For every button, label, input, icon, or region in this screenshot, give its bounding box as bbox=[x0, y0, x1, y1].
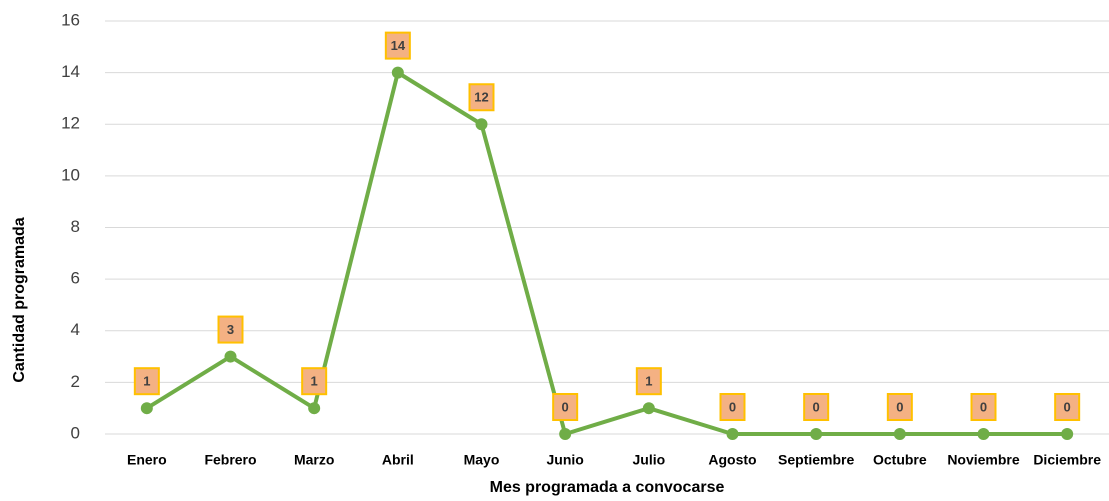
data-label-box bbox=[552, 393, 579, 421]
data-point bbox=[224, 350, 237, 363]
data-label-box bbox=[970, 393, 997, 421]
data-label-box bbox=[1054, 393, 1081, 421]
data-point bbox=[308, 402, 321, 415]
data-point bbox=[391, 66, 404, 79]
x-tick-label: Septiembre bbox=[778, 452, 854, 468]
data-label-box bbox=[719, 393, 746, 421]
data-label: 0 bbox=[896, 399, 903, 414]
data-label: 0 bbox=[980, 399, 987, 414]
x-tick-label: Febrero bbox=[204, 452, 256, 468]
data-label: 0 bbox=[1064, 399, 1071, 414]
y-tick-label: 10 bbox=[61, 165, 80, 184]
y-tick-label: 6 bbox=[71, 269, 80, 288]
data-label-box bbox=[133, 367, 160, 396]
y-tick-label: 0 bbox=[71, 423, 80, 442]
data-label-box bbox=[384, 31, 411, 60]
data-label-box bbox=[886, 393, 913, 421]
x-tick-label: Mayo bbox=[464, 452, 500, 468]
y-axis-label: Cantidad programada bbox=[11, 217, 28, 382]
x-tick-label: Noviembre bbox=[947, 452, 1020, 468]
x-tick-label: Junio bbox=[546, 452, 583, 468]
x-tick-label: Diciembre bbox=[1033, 452, 1101, 468]
data-label-box bbox=[468, 83, 495, 112]
y-tick-label: 2 bbox=[71, 372, 80, 391]
data-label: 3 bbox=[227, 322, 234, 337]
data-label-box bbox=[217, 315, 244, 344]
data-point bbox=[559, 428, 572, 440]
data-line bbox=[145, 70, 1068, 436]
data-point bbox=[140, 402, 153, 415]
x-tick-label: Marzo bbox=[294, 452, 334, 468]
data-label: 1 bbox=[645, 374, 652, 389]
y-tick-label: 4 bbox=[71, 320, 80, 339]
data-point bbox=[810, 428, 823, 440]
y-tick-label: 8 bbox=[71, 217, 80, 236]
x-tick-label: Abril bbox=[382, 452, 414, 468]
x-tick-label: Enero bbox=[127, 452, 167, 468]
data-label: 12 bbox=[474, 90, 488, 105]
data-label: 14 bbox=[391, 38, 406, 53]
data-label: 1 bbox=[311, 374, 318, 389]
x-tick-label: Julio bbox=[632, 452, 665, 468]
data-point bbox=[977, 428, 990, 440]
x-axis-label: Mes programada a convocarse bbox=[490, 479, 725, 496]
data-label-box bbox=[301, 367, 328, 396]
data-point bbox=[1061, 428, 1074, 440]
data-point bbox=[642, 402, 655, 415]
data-point bbox=[726, 428, 739, 440]
data-label: 0 bbox=[562, 399, 569, 414]
data-label: 1 bbox=[143, 374, 150, 389]
data-label: 0 bbox=[729, 399, 736, 414]
x-tick-label: Octubre bbox=[873, 452, 927, 468]
y-tick-label: 16 bbox=[61, 10, 80, 29]
y-tick-label: 14 bbox=[61, 62, 80, 81]
data-label-box bbox=[803, 393, 830, 421]
data-label: 0 bbox=[813, 399, 820, 414]
data-point bbox=[475, 118, 488, 131]
y-tick-label: 12 bbox=[61, 114, 80, 133]
x-tick-label: Agosto bbox=[708, 452, 756, 468]
data-point bbox=[893, 428, 906, 440]
data-label-box bbox=[635, 367, 662, 396]
